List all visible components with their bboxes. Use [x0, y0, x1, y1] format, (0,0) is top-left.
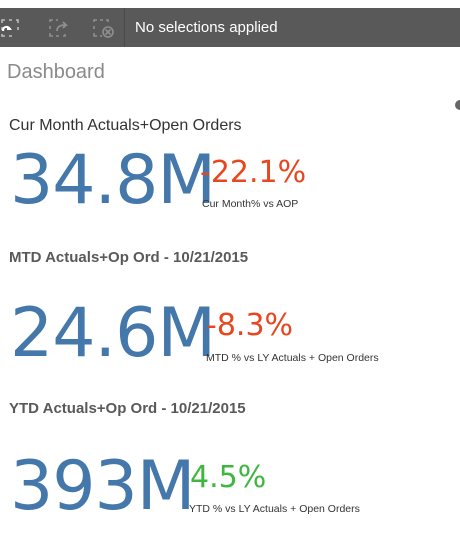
- kpi-value[interactable]: 393M: [10, 447, 195, 526]
- toolbar-bar: [0, 8, 460, 47]
- lasso-select-icon[interactable]: [0, 8, 26, 47]
- kpi-delta: -8.3%: [206, 308, 294, 343]
- kpi-delta: -22.1%: [200, 155, 307, 190]
- kpi-value[interactable]: 24.6M: [10, 294, 216, 373]
- kpi-title: MTD Actuals+Op Ord - 10/21/2015: [9, 249, 249, 266]
- toolbar-top-strip: [0, 0, 460, 8]
- kpi-title: Cur Month Actuals+Open Orders: [9, 117, 242, 134]
- sheet-title: Dashboard: [7, 61, 105, 83]
- scroll-edge-handle[interactable]: [455, 100, 460, 110]
- clear-selections-icon[interactable]: [88, 8, 120, 47]
- selections-toolbar: No selections applied: [0, 0, 460, 47]
- kpi-subtitle: MTD % vs LY Actuals + Open Orders: [206, 352, 379, 364]
- kpi-subtitle: YTD % vs LY Actuals + Open Orders: [189, 503, 360, 515]
- kpi-subtitle: Cur Month% vs AOP: [202, 198, 299, 210]
- step-forward-icon[interactable]: [44, 8, 76, 47]
- kpi-value[interactable]: 34.8M: [10, 141, 216, 220]
- kpi-delta: 4.5%: [190, 460, 267, 495]
- kpi-title: YTD Actuals+Op Ord - 10/21/2015: [9, 400, 246, 417]
- toolbar-divider: [124, 8, 125, 47]
- selection-status-text: No selections applied: [135, 19, 278, 36]
